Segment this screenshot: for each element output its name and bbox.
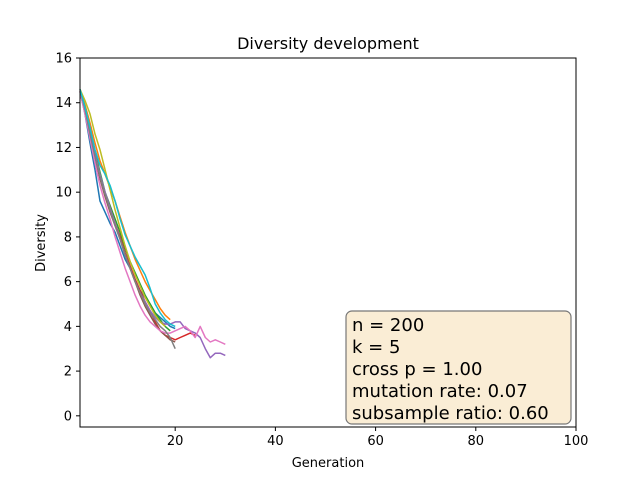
- x-tick-label: 100: [564, 434, 589, 449]
- x-axis-label: Generation: [292, 456, 365, 471]
- info-line-n: n = 200: [352, 315, 424, 336]
- x-tick-label: 80: [468, 434, 485, 449]
- info-line-k: k = 5: [352, 337, 400, 358]
- y-tick-label: 8: [64, 230, 72, 245]
- y-axis-label: Diversity: [34, 214, 49, 272]
- series-layer: [79, 88, 226, 359]
- x-tick-label: 60: [367, 434, 384, 449]
- y-tick-label: 16: [55, 52, 72, 67]
- x-tick-label: 20: [167, 434, 184, 449]
- chart-title: Diversity development: [237, 34, 419, 53]
- parameter-info-box: n = 200 k = 5 cross p = 1.00 mutation ra…: [345, 310, 572, 425]
- y-tick-label: 10: [55, 186, 72, 201]
- y-tick-label: 2: [64, 365, 72, 380]
- info-line-subsample-ratio: subsample ratio: 0.60: [352, 403, 549, 424]
- y-axis-ticks: 0 2 4 6 8 10 12 14 16: [55, 52, 80, 424]
- info-line-cross-p: cross p = 1.00: [352, 359, 482, 380]
- y-tick-label: 12: [55, 141, 72, 156]
- series-line-7: [79, 91, 226, 345]
- series-line-1: [79, 91, 176, 330]
- series-line-9: [79, 88, 166, 327]
- y-tick-label: 4: [64, 320, 72, 335]
- y-tick-label: 0: [64, 409, 72, 424]
- series-line-8: [79, 89, 176, 350]
- x-axis-ticks: 20 40 60 80 100: [167, 427, 588, 449]
- plot-area: [79, 57, 577, 428]
- info-box-background: [345, 310, 572, 425]
- y-tick-label: 6: [64, 275, 72, 290]
- axes-frame: [79, 57, 577, 428]
- x-tick-label: 40: [267, 434, 284, 449]
- y-tick-label: 14: [55, 96, 72, 111]
- info-line-mutation-rate: mutation rate: 0.07: [352, 381, 528, 402]
- series-line-10: [79, 89, 176, 328]
